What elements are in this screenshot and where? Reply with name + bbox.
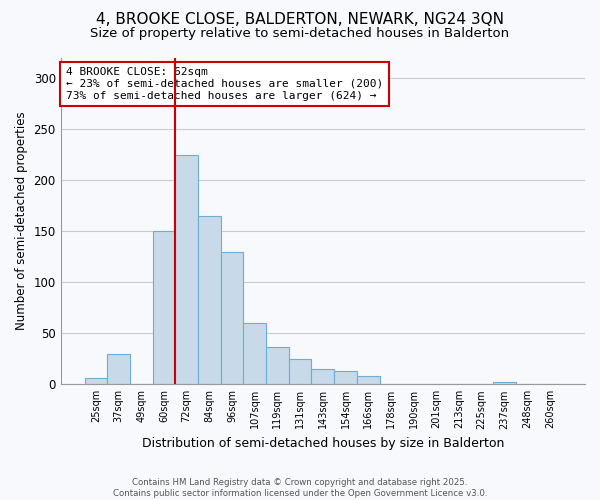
Text: Contains HM Land Registry data © Crown copyright and database right 2025.
Contai: Contains HM Land Registry data © Crown c… <box>113 478 487 498</box>
Bar <box>289 359 311 384</box>
Bar <box>357 376 380 384</box>
Bar <box>198 216 221 384</box>
Y-axis label: Number of semi-detached properties: Number of semi-detached properties <box>15 112 28 330</box>
Bar <box>152 231 175 384</box>
Text: 4 BROOKE CLOSE: 62sqm
← 23% of semi-detached houses are smaller (200)
73% of sem: 4 BROOKE CLOSE: 62sqm ← 23% of semi-deta… <box>66 68 383 100</box>
X-axis label: Distribution of semi-detached houses by size in Balderton: Distribution of semi-detached houses by … <box>142 437 504 450</box>
Bar <box>221 252 244 384</box>
Bar <box>244 323 266 384</box>
Text: Size of property relative to semi-detached houses in Balderton: Size of property relative to semi-detach… <box>91 28 509 40</box>
Bar <box>85 378 107 384</box>
Bar <box>493 382 516 384</box>
Bar <box>107 354 130 384</box>
Text: 4, BROOKE CLOSE, BALDERTON, NEWARK, NG24 3QN: 4, BROOKE CLOSE, BALDERTON, NEWARK, NG24… <box>96 12 504 28</box>
Bar <box>175 154 198 384</box>
Bar <box>311 369 334 384</box>
Bar <box>334 371 357 384</box>
Bar <box>266 346 289 385</box>
